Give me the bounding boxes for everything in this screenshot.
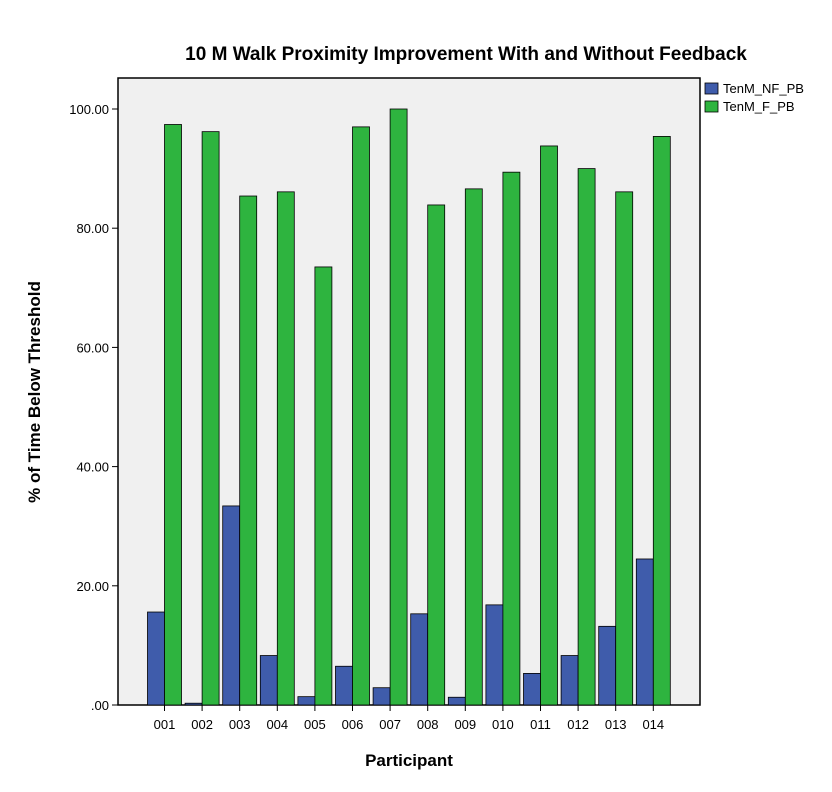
bar-TenM_F_PB-008 bbox=[427, 204, 446, 706]
y-tick-label: .00 bbox=[91, 698, 109, 713]
y-tick-label: 40.00 bbox=[76, 460, 109, 475]
legend-label-TenM_F_PB: TenM_F_PB bbox=[723, 99, 795, 114]
bar-TenM_F_PB-009 bbox=[464, 188, 483, 706]
bar-TenM_NF_PB-002 bbox=[184, 702, 203, 706]
bar-TenM_F_PB-006 bbox=[352, 126, 370, 706]
bar-TenM_NF_PB-010 bbox=[485, 604, 504, 706]
bar-TenM_NF_PB-007 bbox=[372, 687, 391, 706]
bar-TenM_NF_PB-004 bbox=[259, 655, 278, 706]
bar-TenM_NF_PB-011 bbox=[523, 673, 541, 706]
x-axis-ticks: 001 002 003 004 005 006 007 008 009 010 011 012 013 0… bbox=[154, 705, 664, 732]
bar-TenM_NF_PB-012 bbox=[560, 655, 579, 706]
bar-TenM_NF_PB-013 bbox=[598, 625, 617, 706]
bar-TenM_F_PB-002 bbox=[201, 131, 220, 706]
bar-TenM_F_PB-013 bbox=[615, 191, 634, 706]
legend-label-TenM_NF_PB: TenM_NF_PB bbox=[723, 81, 804, 96]
x-tick-label: 006 bbox=[342, 717, 364, 732]
x-tick-label: 002 bbox=[191, 717, 213, 732]
y-axis-title: % of Time Below Threshold bbox=[25, 281, 44, 503]
bar-TenM_NF_PB-001 bbox=[147, 611, 165, 706]
bar-TenM_NF_PB-014 bbox=[635, 558, 654, 706]
x-tick-label: 011 bbox=[530, 717, 551, 732]
x-tick-label: 003 bbox=[229, 717, 251, 732]
bar-TenM_NF_PB-003 bbox=[222, 505, 241, 706]
legend: TenM_NF_PB TenM_F_PB bbox=[704, 81, 804, 114]
x-tick-label: 014 bbox=[642, 717, 664, 732]
bar-TenM_F_PB-012 bbox=[577, 168, 596, 706]
y-tick-label: 20.00 bbox=[76, 579, 109, 594]
bar-TenM_NF_PB-009 bbox=[447, 696, 466, 706]
bar-TenM_F_PB-007 bbox=[389, 108, 408, 706]
bar-TenM_NF_PB-006 bbox=[335, 665, 353, 706]
x-tick-label: 007 bbox=[379, 717, 401, 732]
x-axis-title: Participant bbox=[365, 751, 453, 770]
y-tick-label: 60.00 bbox=[76, 340, 109, 355]
legend-swatch-TenM_F_PB bbox=[704, 100, 719, 113]
bar-TenM_F_PB-001 bbox=[164, 124, 182, 706]
bar-TenM_F_PB-003 bbox=[239, 195, 258, 706]
bar-TenM_NF_PB-005 bbox=[297, 696, 316, 706]
y-tick-label: 100.00 bbox=[69, 102, 109, 117]
x-tick-label: 012 bbox=[567, 717, 589, 732]
x-tick-label: 009 bbox=[454, 717, 476, 732]
legend-swatch-TenM_NF_PB bbox=[704, 82, 719, 95]
x-tick-label: 013 bbox=[605, 717, 627, 732]
y-tick-label: 80.00 bbox=[76, 221, 109, 236]
bar-TenM_F_PB-004 bbox=[276, 191, 295, 706]
bar-TenM_NF_PB-008 bbox=[410, 613, 429, 706]
bar-TenM_F_PB-014 bbox=[652, 136, 671, 706]
y-axis-ticks: .00 20.00 40.00 60.00 80.00 100.00 bbox=[69, 102, 118, 713]
bar-TenM_F_PB-010 bbox=[502, 171, 521, 706]
bar-TenM_F_PB-005 bbox=[314, 266, 333, 706]
x-tick-label: 001 bbox=[154, 717, 176, 732]
x-tick-label: 010 bbox=[492, 717, 514, 732]
x-tick-label: 008 bbox=[417, 717, 439, 732]
bar-TenM_F_PB-011 bbox=[540, 145, 558, 706]
x-tick-label: 004 bbox=[266, 717, 288, 732]
bars-group bbox=[147, 108, 671, 706]
x-tick-label: 005 bbox=[304, 717, 326, 732]
chart-title: 10 M Walk Proximity Improvement With and… bbox=[185, 44, 747, 65]
